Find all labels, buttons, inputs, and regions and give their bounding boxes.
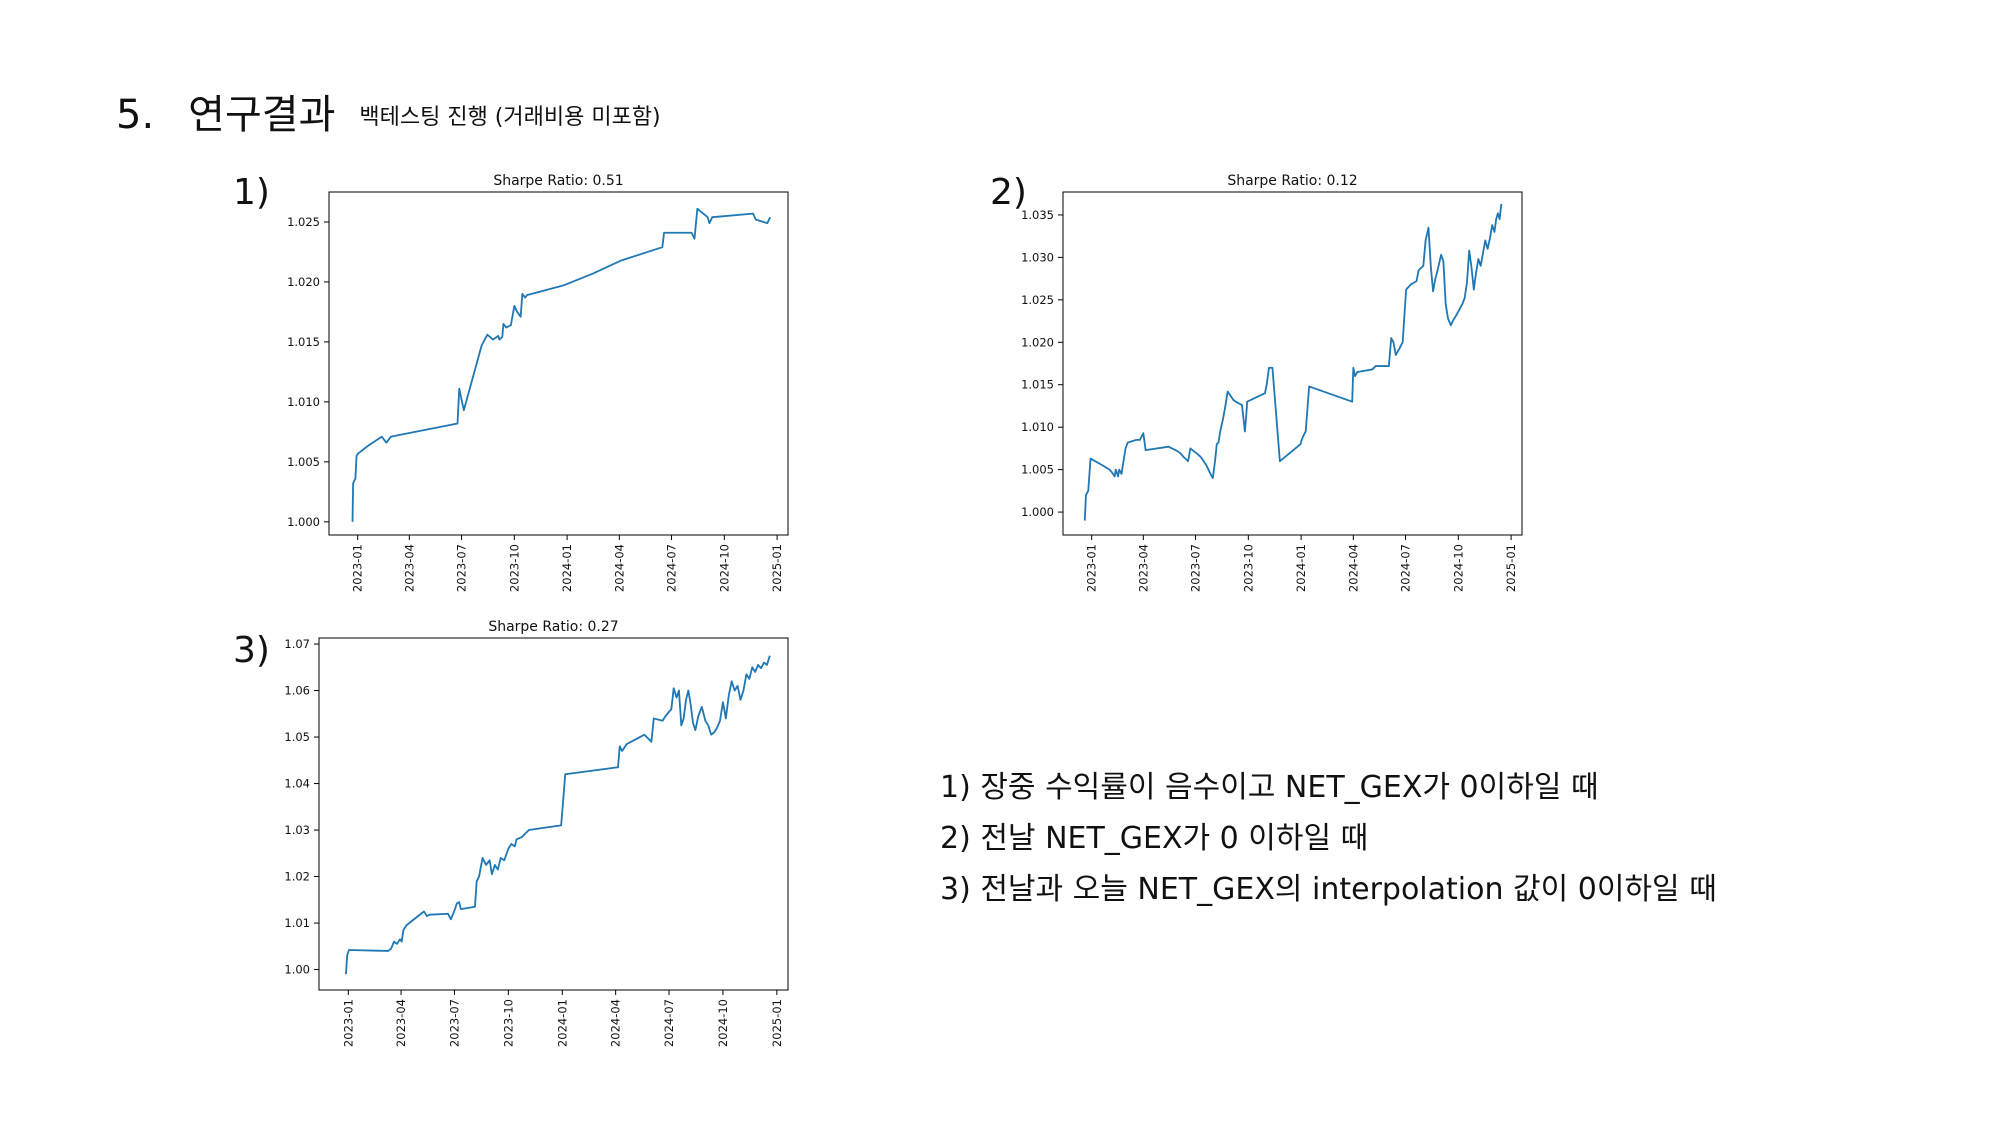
y-tick-label: 1.015 [1021, 378, 1054, 392]
x-tick-label: 2023-10 [507, 544, 521, 592]
x-tick-label: 2024-07 [1399, 544, 1413, 592]
slide-heading: 5. 연구결과 백테스팅 진행 (거래비용 미포함) [116, 82, 661, 140]
x-tick-label: 2023-07 [1189, 544, 1203, 592]
y-tick-label: 1.020 [287, 275, 320, 289]
y-tick-label: 1.010 [1021, 420, 1054, 434]
x-tick-label: 2024-01 [555, 999, 569, 1047]
chart-1: Sharpe Ratio: 0.51 1.000 1.005 1.010 1.015 1.… [287, 173, 789, 592]
y-tick-label: 1.005 [1021, 463, 1054, 477]
plot-frame [1062, 191, 1523, 536]
x-tick-label: 2023-04 [394, 999, 408, 1047]
x-tick-label: 2024-01 [1294, 544, 1308, 592]
plot-frame [318, 637, 789, 991]
chart-3: Sharpe Ratio: 0.27 1.00 1.01 1.02 1.03 1.04 1.… [284, 619, 789, 1047]
x-tick-label: 2024-04 [612, 544, 626, 592]
section-number: 5. [116, 92, 155, 138]
y-tick-label: 1.035 [1021, 208, 1054, 222]
y-tick-label: 1.00 [284, 963, 310, 977]
x-tick-label: 2024-10 [717, 544, 731, 592]
y-tick-label: 1.000 [1021, 505, 1054, 519]
note-2: 2) 전날 NET_GEX가 0 이하일 때 [940, 821, 1369, 856]
panel-label-3: 3) [233, 630, 270, 671]
x-tick-label: 2023-10 [1241, 544, 1255, 592]
x-tick-label: 2023-04 [1136, 544, 1150, 592]
y-tick-label: 1.030 [1021, 250, 1054, 264]
x-tick-label: 2023-10 [501, 999, 515, 1047]
x-tick-label: 2024-01 [560, 544, 574, 592]
section-subtitle: 백테스팅 진행 (거래비용 미포함) [359, 105, 661, 130]
notes-list: 1) 장중 수익률이 음수이고 NET_GEX가 0이하일 때 2) 전날 NE… [940, 762, 1717, 915]
y-tick-label: 1.015 [287, 335, 320, 349]
x-tick-label: 2023-01 [1085, 544, 1099, 592]
series-line [351, 207, 772, 522]
y-tick-label: 1.04 [284, 777, 310, 791]
chart-title: Sharpe Ratio: 0.12 [1227, 173, 1357, 189]
x-tick-label: 2023-01 [341, 999, 355, 1047]
note-3: 3) 전날과 오늘 NET_GEX의 interpolation 값이 0이하일… [940, 872, 1717, 907]
y-tick-label: 1.020 [1021, 335, 1054, 349]
series-line [1083, 203, 1503, 521]
section-title: 연구결과 [188, 92, 336, 138]
x-tick-label: 2025-01 [770, 544, 784, 592]
x-tick-label: 2025-01 [1504, 544, 1518, 592]
y-tick-label: 1.06 [284, 684, 310, 698]
y-tick-label: 1.02 [284, 870, 310, 884]
x-tick-label: 2024-07 [665, 544, 679, 592]
x-tick-label: 2024-10 [1451, 544, 1465, 592]
chart-title: Sharpe Ratio: 0.27 [488, 619, 618, 635]
y-tick-label: 1.07 [284, 637, 310, 651]
y-tick-label: 1.03 [284, 823, 310, 837]
y-tick-label: 1.005 [287, 455, 320, 469]
note-1: 1) 장중 수익률이 음수이고 NET_GEX가 0이하일 때 [940, 770, 1599, 805]
y-tick-label: 1.01 [284, 916, 310, 930]
x-tick-label: 2024-10 [716, 999, 730, 1047]
x-tick-label: 2023-07 [455, 544, 469, 592]
y-tick-label: 1.05 [284, 730, 310, 744]
panel-label-1: 1) [233, 172, 270, 213]
x-tick-label: 2024-04 [1346, 544, 1360, 592]
x-tick-label: 2025-01 [770, 999, 784, 1047]
x-tick-label: 2023-07 [447, 999, 461, 1047]
plot-frame [328, 191, 789, 536]
y-tick-label: 1.025 [1021, 293, 1054, 307]
x-tick-label: 2024-04 [609, 999, 623, 1047]
panel-label-2: 2) [990, 172, 1027, 213]
chart-title: Sharpe Ratio: 0.51 [493, 173, 623, 189]
y-tick-label: 1.025 [287, 215, 320, 229]
series-line [345, 655, 771, 975]
x-tick-label: 2024-07 [662, 999, 676, 1047]
x-tick-label: 2023-01 [351, 544, 365, 592]
x-tick-label: 2023-04 [402, 544, 416, 592]
y-tick-label: 1.000 [287, 515, 320, 529]
chart-2: Sharpe Ratio: 0.12 1.000 1.005 1.010 1.015 1.… [1021, 173, 1523, 592]
y-tick-label: 1.010 [287, 395, 320, 409]
